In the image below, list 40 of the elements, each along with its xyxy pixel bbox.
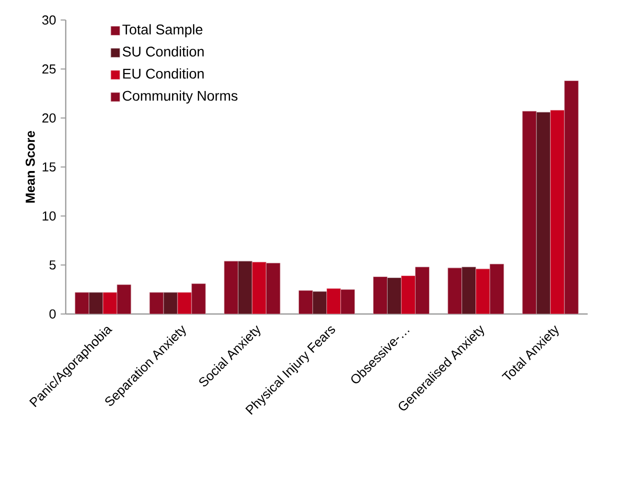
bar <box>401 276 416 314</box>
bar <box>149 292 164 314</box>
y-tick-label: 10 <box>42 211 56 221</box>
bar <box>102 292 118 314</box>
bar <box>74 292 90 314</box>
y-tick-label: 0 <box>49 309 56 319</box>
bar <box>116 284 132 314</box>
bar <box>312 291 327 314</box>
bar <box>536 112 551 314</box>
legend-label: Community Norms <box>122 90 238 104</box>
bar <box>373 276 388 314</box>
bar <box>224 260 238 314</box>
bar <box>387 278 402 314</box>
bar <box>326 288 341 314</box>
y-tick-label: 30 <box>42 15 56 25</box>
bar <box>564 80 579 314</box>
bar <box>550 110 565 314</box>
bar <box>448 268 462 314</box>
bar <box>266 262 280 314</box>
bar <box>462 266 476 314</box>
legend-label: SU Condition <box>122 46 204 57</box>
bar <box>191 283 206 314</box>
legend-label: Total Sample <box>122 24 202 38</box>
legend-label: EU Condition <box>123 68 204 79</box>
bar <box>298 290 313 314</box>
bar <box>177 292 192 314</box>
bar <box>476 268 490 314</box>
bar <box>88 292 104 314</box>
bar <box>415 266 430 314</box>
y-tick-label: 25 <box>42 64 56 74</box>
bar <box>238 260 252 314</box>
y-tick-label: 20 <box>42 113 56 123</box>
bar <box>163 292 178 314</box>
bar <box>490 264 504 314</box>
bar <box>522 110 537 314</box>
bar <box>252 262 266 314</box>
bar <box>340 289 355 314</box>
y-tick-label: 5 <box>49 260 56 270</box>
y-tick-label: 15 <box>42 162 56 172</box>
y-axis-title: Mean Score <box>26 130 35 203</box>
